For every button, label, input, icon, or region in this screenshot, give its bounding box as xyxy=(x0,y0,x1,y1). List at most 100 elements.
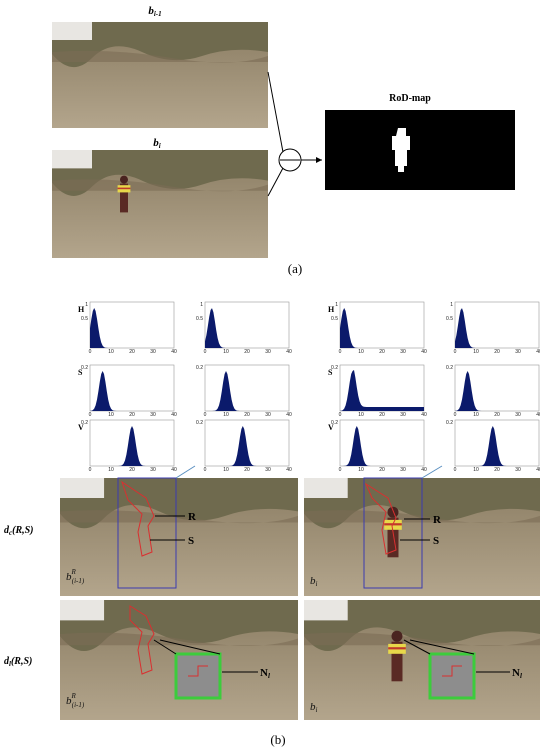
y-tick-label: 1 xyxy=(200,302,203,308)
x-tick-label: 0 xyxy=(339,349,342,355)
x-tick-label: 30 xyxy=(150,349,156,355)
x-tick-label: 30 xyxy=(400,412,406,418)
x-tick-label: 0 xyxy=(89,412,92,418)
x-tick-label: 30 xyxy=(515,412,521,418)
y-tick-label: 0.2 xyxy=(331,365,338,371)
x-tick-label: 30 xyxy=(150,412,156,418)
subscript: (i-1) xyxy=(72,577,85,585)
y-tick-label: 0.2 xyxy=(196,420,203,426)
x-tick-label: 0 xyxy=(454,467,457,473)
frame-image xyxy=(52,150,268,258)
subscript: l xyxy=(520,672,522,680)
x-tick-label: 20 xyxy=(244,467,250,473)
x-tick-label: 30 xyxy=(400,467,406,473)
x-tick-label: 0 xyxy=(339,467,342,473)
superscript: R xyxy=(71,692,77,700)
x-tick-label: 30 xyxy=(515,349,521,355)
rod-map-title: RoD-map xyxy=(389,93,431,104)
x-tick-label: 10 xyxy=(473,412,479,418)
x-tick-label: 40 xyxy=(286,349,292,355)
frame-label: bi-1 xyxy=(148,5,161,18)
subscript: i xyxy=(316,706,318,714)
x-tick-label: 20 xyxy=(244,349,250,355)
y-tick-label: 0.5 xyxy=(331,316,338,322)
x-tick-label: 40 xyxy=(286,412,292,418)
y-tick-label: 0.5 xyxy=(446,316,453,322)
frame-label: bi xyxy=(153,137,161,150)
y-tick-label: 0.2 xyxy=(196,365,203,371)
x-tick-label: 40 xyxy=(421,349,427,355)
x-tick-label: 30 xyxy=(400,349,406,355)
page: {"panel_a": {"frames": [{"label": "b", "… xyxy=(0,0,540,754)
x-tick-label: 20 xyxy=(494,467,500,473)
figure: bi-1 bi RoD-map (a) HH10.501020304010.50… xyxy=(0,0,540,754)
region-label: R xyxy=(188,511,197,523)
x-tick-label: 20 xyxy=(494,412,500,418)
distance-label: dc(R,S) xyxy=(4,525,34,537)
x-tick-label: 0 xyxy=(89,349,92,355)
x-tick-label: 30 xyxy=(265,412,271,418)
frame-image xyxy=(52,22,268,128)
row-label: H xyxy=(78,305,85,314)
y-tick-label: 0.2 xyxy=(446,365,453,371)
y-tick-label: 0.2 xyxy=(331,420,338,426)
x-tick-label: 30 xyxy=(150,467,156,473)
frame-image xyxy=(60,478,298,596)
x-tick-label: 0 xyxy=(204,349,207,355)
connector xyxy=(176,466,195,478)
frame-image xyxy=(304,600,540,720)
arrow xyxy=(268,72,283,152)
x-tick-label: 0 xyxy=(454,349,457,355)
label: N xyxy=(260,667,268,679)
x-tick-label: 10 xyxy=(473,467,479,473)
arguments: (R,S) xyxy=(11,656,32,667)
x-tick-label: 0 xyxy=(454,412,457,418)
x-tick-label: 20 xyxy=(494,349,500,355)
x-tick-label: 20 xyxy=(129,412,135,418)
y-tick-label: 1 xyxy=(85,302,88,308)
x-tick-label: 20 xyxy=(129,349,135,355)
arrow-head xyxy=(316,157,322,163)
x-tick-label: 20 xyxy=(129,467,135,473)
x-tick-label: 10 xyxy=(108,349,114,355)
arrow xyxy=(268,168,283,196)
x-tick-label: 10 xyxy=(108,467,114,473)
distance-label: dl(R,S) xyxy=(4,656,32,668)
x-tick-label: 10 xyxy=(223,467,229,473)
x-tick-label: 30 xyxy=(515,467,521,473)
region-label: R xyxy=(433,514,442,526)
caption: (a) xyxy=(288,261,302,276)
x-tick-label: 10 xyxy=(358,467,364,473)
x-tick-label: 40 xyxy=(171,349,177,355)
subscript: i xyxy=(316,580,318,588)
x-tick-label: 0 xyxy=(89,467,92,473)
label: N xyxy=(512,667,520,679)
y-tick-label: 1 xyxy=(335,302,338,308)
x-tick-label: 10 xyxy=(473,349,479,355)
histogram-frame xyxy=(340,302,424,348)
x-tick-label: 20 xyxy=(379,349,385,355)
x-tick-label: 40 xyxy=(171,412,177,418)
y-tick-label: 1 xyxy=(450,302,453,308)
histogram-frame xyxy=(90,302,174,348)
x-tick-label: 30 xyxy=(265,467,271,473)
x-tick-label: 10 xyxy=(223,412,229,418)
y-tick-label: 0.2 xyxy=(81,420,88,426)
subscript: i xyxy=(159,142,161,150)
subscript: (i-1) xyxy=(72,701,85,709)
subscript: i-1 xyxy=(154,10,162,18)
x-tick-label: 20 xyxy=(379,412,385,418)
x-tick-label: 0 xyxy=(204,467,207,473)
x-tick-label: 40 xyxy=(171,467,177,473)
x-tick-label: 40 xyxy=(536,467,540,473)
x-tick-label: 0 xyxy=(204,412,207,418)
row-label: H xyxy=(328,305,335,314)
x-tick-label: 40 xyxy=(536,412,540,418)
y-tick-label: 0.5 xyxy=(196,316,203,322)
x-tick-label: 0 xyxy=(339,412,342,418)
x-tick-label: 40 xyxy=(421,412,427,418)
x-tick-label: 40 xyxy=(536,349,540,355)
rod-map xyxy=(325,110,515,190)
y-tick-label: 0.2 xyxy=(81,365,88,371)
